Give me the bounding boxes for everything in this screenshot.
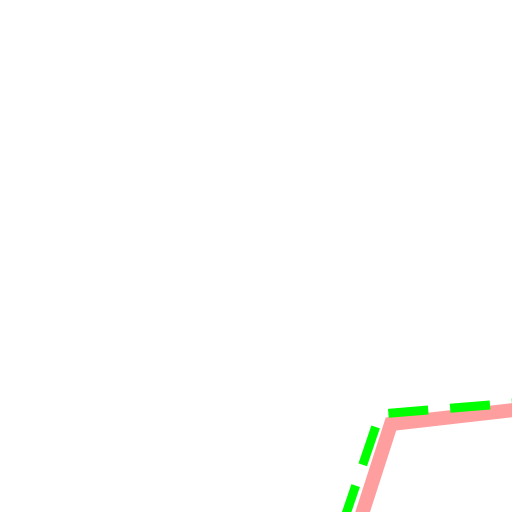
green-dashed-path bbox=[341, 398, 512, 512]
pink-path bbox=[355, 403, 512, 512]
